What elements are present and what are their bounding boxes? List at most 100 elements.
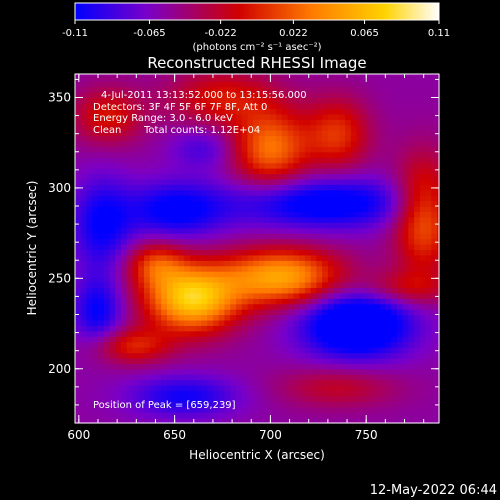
heatmap-cell bbox=[339, 173, 346, 180]
heatmap-cell bbox=[189, 195, 197, 202]
heatmap-cell bbox=[368, 74, 375, 77]
heatmap-cell bbox=[356, 271, 363, 278]
heatmap-cell bbox=[109, 249, 116, 256]
heatmap-cell bbox=[437, 325, 440, 332]
heatmap-cell bbox=[350, 314, 358, 321]
heatmap-cell bbox=[247, 162, 254, 169]
heatmap-cell bbox=[212, 352, 220, 359]
heatmap-cell bbox=[80, 119, 88, 126]
heatmap-cell bbox=[310, 227, 317, 234]
heatmap-cell bbox=[362, 281, 369, 288]
heatmap-cell bbox=[362, 292, 369, 299]
heatmap-cell bbox=[109, 97, 116, 104]
heatmap-cell bbox=[258, 238, 266, 245]
heatmap-cell bbox=[126, 281, 134, 288]
heatmap-cell bbox=[109, 124, 116, 131]
heatmap-cell bbox=[299, 395, 306, 402]
heatmap-cell bbox=[138, 173, 145, 180]
heatmap-cell bbox=[425, 178, 432, 185]
heatmap-cell bbox=[241, 206, 249, 213]
heatmap-cell bbox=[184, 368, 191, 375]
heatmap-cell bbox=[126, 195, 134, 202]
heatmap-cell bbox=[350, 281, 358, 288]
heatmap-cell bbox=[258, 195, 266, 202]
heatmap-cell bbox=[230, 336, 237, 343]
heatmap-cell bbox=[258, 92, 266, 99]
heatmap-cell bbox=[373, 97, 381, 104]
heatmap-cell bbox=[408, 412, 415, 419]
heatmap-cell bbox=[345, 75, 352, 82]
heatmap-cell bbox=[247, 233, 254, 240]
heatmap-cell bbox=[212, 379, 220, 386]
heatmap-cell bbox=[235, 211, 243, 218]
heatmap-cell bbox=[431, 385, 438, 392]
heatmap-cell bbox=[396, 108, 404, 115]
heatmap-cell bbox=[103, 341, 111, 348]
heatmap-cell bbox=[103, 352, 111, 359]
heatmap-cell bbox=[327, 178, 335, 185]
heatmap-cell bbox=[356, 189, 363, 196]
heatmap-cell bbox=[437, 124, 440, 131]
heatmap-cell bbox=[126, 276, 134, 283]
heatmap-cell bbox=[333, 157, 340, 164]
heatmap-cell bbox=[138, 151, 145, 158]
heatmap-cell bbox=[293, 81, 300, 88]
heatmap-cell bbox=[402, 130, 409, 137]
heatmap-cell bbox=[172, 325, 180, 332]
heatmap-cell bbox=[143, 151, 151, 158]
heatmap-cell bbox=[431, 303, 438, 310]
heatmap-cell bbox=[184, 206, 191, 213]
heatmap-cell bbox=[276, 92, 283, 99]
heatmap-cell bbox=[316, 102, 323, 109]
heatmap-cell bbox=[276, 276, 283, 283]
heatmap-cell bbox=[86, 146, 93, 153]
heatmap-cell bbox=[218, 162, 226, 169]
heatmap-cell bbox=[115, 162, 122, 169]
heatmap-cell bbox=[345, 292, 352, 299]
heatmap-cell bbox=[419, 75, 427, 82]
heatmap-cell bbox=[287, 401, 294, 408]
peak-annotation: Position of Peak = [659,239] bbox=[93, 400, 236, 411]
heatmap-cell bbox=[201, 238, 208, 245]
heatmap-cell bbox=[138, 81, 145, 88]
heatmap-cell bbox=[126, 157, 134, 164]
heatmap-cell bbox=[258, 385, 266, 392]
heatmap-cell bbox=[385, 298, 392, 305]
heatmap-cell bbox=[155, 374, 162, 381]
heatmap-cell bbox=[224, 412, 231, 419]
heatmap-cell bbox=[402, 385, 409, 392]
heatmap-cell bbox=[333, 243, 340, 250]
heatmap-cell bbox=[109, 298, 116, 305]
heatmap-cell bbox=[304, 319, 312, 326]
heatmap-cell bbox=[264, 276, 272, 283]
heatmap-cell bbox=[253, 385, 260, 392]
heatmap-cell bbox=[264, 314, 272, 321]
heatmap-cell bbox=[276, 227, 283, 234]
heatmap-cell bbox=[235, 227, 243, 234]
heatmap-cell bbox=[339, 298, 346, 305]
heatmap-cell bbox=[212, 206, 220, 213]
heatmap-cell bbox=[368, 347, 375, 354]
heatmap-cell bbox=[120, 206, 128, 213]
heatmap-cell bbox=[391, 406, 398, 413]
heatmap-cell bbox=[281, 108, 289, 115]
heatmap-cell bbox=[391, 265, 398, 272]
heatmap-cell bbox=[310, 146, 317, 153]
heatmap-cell bbox=[218, 287, 226, 294]
x-axis-label: Heliocentric X (arcsec) bbox=[189, 448, 325, 462]
heatmap-cell bbox=[396, 195, 404, 202]
heatmap-cell bbox=[201, 222, 208, 229]
heatmap-cell bbox=[287, 108, 294, 115]
heatmap-cell bbox=[402, 200, 409, 207]
heatmap-cell bbox=[143, 341, 151, 348]
heatmap-cell bbox=[241, 238, 249, 245]
heatmap-cell bbox=[75, 206, 82, 213]
heatmap-cell bbox=[161, 92, 168, 99]
heatmap-cell bbox=[115, 178, 122, 185]
heatmap-cell bbox=[253, 276, 260, 283]
heatmap-cell bbox=[120, 97, 128, 104]
heatmap-cell bbox=[184, 151, 191, 158]
heatmap-cell bbox=[235, 395, 243, 402]
heatmap-cell bbox=[132, 86, 139, 93]
heatmap-cell bbox=[126, 173, 134, 180]
